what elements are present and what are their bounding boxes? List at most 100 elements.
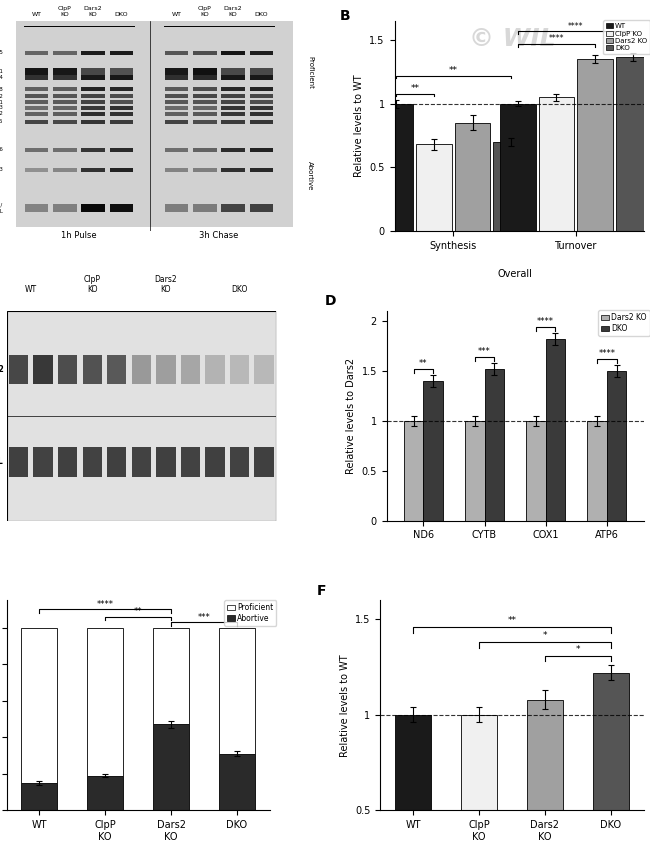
Text: ND3: ND3 [0, 167, 3, 172]
Bar [526, 700, 563, 844]
Bar [25, 112, 48, 116]
Bar [164, 94, 188, 99]
Bar [193, 168, 216, 171]
Bar [25, 87, 48, 91]
Text: ND2: ND2 [0, 94, 3, 99]
Bar [164, 106, 188, 110]
Bar [221, 112, 245, 116]
Bar [221, 68, 245, 74]
Bar [58, 447, 77, 477]
Bar [107, 354, 127, 384]
Bar [164, 168, 188, 171]
Text: **: ** [410, 84, 419, 93]
Bar [164, 87, 188, 91]
Bar [250, 51, 273, 55]
Text: CYTB: CYTB [0, 86, 3, 91]
Bar [110, 106, 133, 110]
Y-axis label: Relative levels to Dars2: Relative levels to Dars2 [346, 358, 356, 473]
Bar [221, 148, 245, 152]
Bar [455, 123, 490, 231]
Text: DKO: DKO [255, 12, 268, 17]
Bar [81, 75, 105, 80]
Bar [53, 100, 77, 105]
Bar [9, 354, 29, 384]
Bar [193, 94, 216, 99]
Bar [81, 148, 105, 152]
Bar [250, 75, 273, 80]
Bar [500, 104, 536, 231]
Text: ***: *** [478, 347, 491, 355]
Bar [193, 148, 216, 152]
Bar [81, 68, 105, 74]
Bar [221, 75, 245, 80]
Bar [53, 112, 77, 116]
Bar [250, 87, 273, 91]
Text: ND5: ND5 [0, 51, 3, 56]
Bar [164, 112, 188, 116]
Bar [484, 369, 504, 521]
Bar [87, 628, 124, 776]
Bar [131, 354, 151, 384]
Bar [25, 106, 48, 110]
Bar [164, 204, 188, 213]
Text: DKO: DKO [114, 12, 128, 17]
Bar [221, 168, 245, 171]
Bar [21, 628, 57, 783]
Bar [254, 447, 274, 477]
Bar [81, 94, 105, 99]
Text: B: B [340, 8, 350, 23]
Text: 3h Chase: 3h Chase [199, 231, 239, 240]
Bar [461, 715, 497, 844]
Bar [25, 68, 48, 74]
Bar [81, 120, 105, 124]
Text: **: ** [449, 66, 458, 75]
Bar [9, 447, 29, 477]
Bar [193, 106, 216, 110]
Bar [465, 420, 484, 521]
Bar [181, 447, 200, 477]
Bar [164, 100, 188, 105]
Bar [164, 120, 188, 124]
Bar [526, 420, 545, 521]
Bar [110, 87, 133, 91]
Text: Proficient: Proficient [307, 56, 313, 89]
Text: Dars2
KO: Dars2 KO [84, 6, 102, 17]
Bar [164, 75, 188, 80]
Text: DKO: DKO [231, 285, 248, 294]
Bar [250, 100, 273, 105]
Bar [83, 354, 102, 384]
Bar [221, 106, 245, 110]
Bar [205, 447, 225, 477]
Bar [25, 100, 48, 105]
Bar [193, 204, 216, 213]
Bar [250, 148, 273, 152]
Bar [81, 87, 105, 91]
Text: *: * [543, 631, 547, 641]
Bar [164, 68, 188, 74]
Bar [193, 51, 216, 55]
Bar [53, 51, 77, 55]
Bar [110, 100, 133, 105]
Text: **: ** [419, 359, 428, 368]
Bar [221, 51, 245, 55]
Text: WT: WT [31, 12, 42, 17]
Bar [53, 75, 77, 80]
Bar [153, 724, 189, 810]
Text: Dars2
KO: Dars2 KO [224, 6, 242, 17]
Bar [25, 204, 48, 213]
Bar [110, 120, 133, 124]
Text: CTRL: CTRL [0, 457, 4, 467]
Bar [53, 87, 77, 91]
Text: Dars2
KO: Dars2 KO [155, 274, 177, 294]
Text: ****: **** [568, 22, 583, 30]
Bar [205, 354, 225, 384]
Bar [577, 59, 612, 231]
Text: DARS2: DARS2 [0, 365, 4, 374]
Text: **: ** [134, 607, 142, 616]
Text: ND1: ND1 [0, 100, 3, 105]
Bar [81, 100, 105, 105]
Bar [193, 120, 216, 124]
Bar [81, 204, 105, 213]
Bar [53, 106, 77, 110]
Bar [229, 447, 249, 477]
